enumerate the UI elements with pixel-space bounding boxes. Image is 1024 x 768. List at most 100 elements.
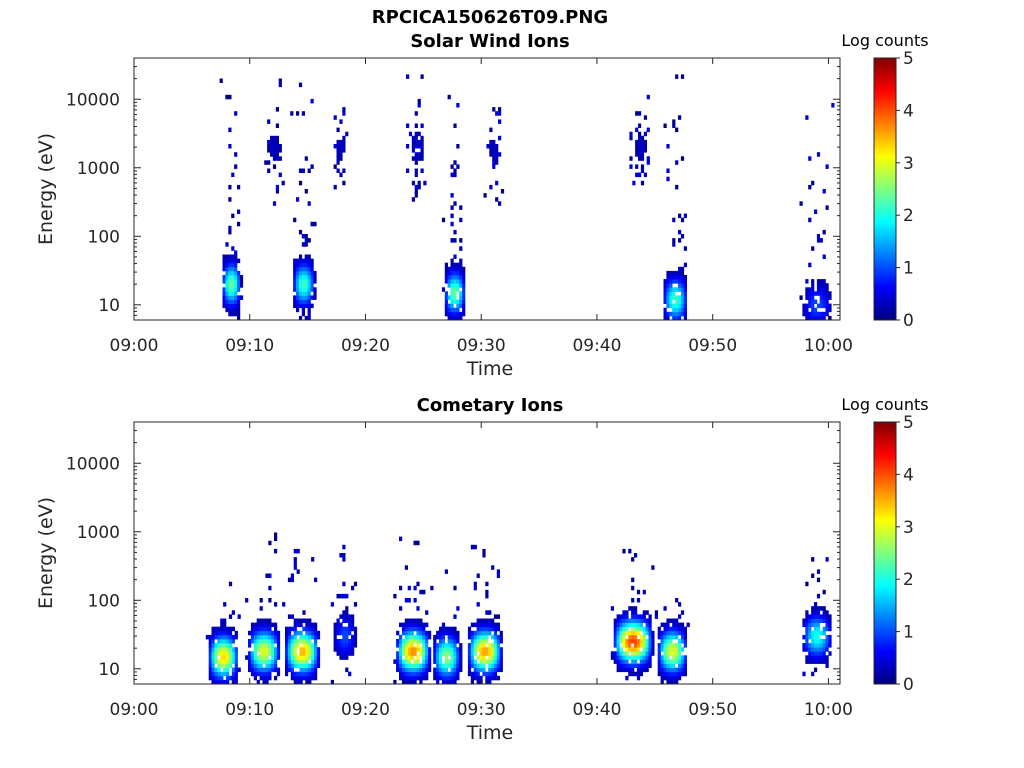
spectrogram-cell bbox=[456, 303, 460, 309]
spectrogram-cell bbox=[401, 667, 406, 673]
spectrogram-cell bbox=[456, 270, 460, 276]
spectrogram-cell bbox=[640, 152, 645, 157]
spectrogram-cell bbox=[234, 250, 238, 255]
spectrogram-cell bbox=[473, 663, 477, 668]
spectrogram-cell bbox=[631, 655, 635, 660]
spectrogram-cell bbox=[214, 675, 218, 681]
spectrogram-cell bbox=[805, 639, 809, 644]
spectrogram-cell bbox=[450, 675, 454, 681]
spectrogram-cell bbox=[498, 201, 502, 206]
spectrogram-cell bbox=[680, 303, 685, 309]
spectrogram-cell bbox=[253, 651, 257, 656]
spectrogram-cell bbox=[672, 675, 676, 681]
spectrogram-cell bbox=[231, 279, 235, 284]
spectrogram-cell bbox=[495, 111, 499, 116]
spectrogram-cell bbox=[467, 667, 472, 673]
spectrogram-cell bbox=[639, 671, 643, 677]
spectrogram-cell bbox=[631, 606, 635, 611]
spectrogram-cell bbox=[802, 671, 806, 677]
spectrogram-cell bbox=[816, 315, 821, 320]
cometary-panel: 09:00 09:10 09:20 09:30 09:40 09:50 10:00 1010… bbox=[35, 413, 914, 744]
spectrogram-cell bbox=[267, 119, 271, 124]
spectrogram-cell bbox=[491, 618, 495, 623]
spectrogram-cell bbox=[420, 168, 424, 173]
y-tick-label: 1000 bbox=[77, 159, 120, 179]
spectrogram-cell bbox=[433, 643, 437, 648]
spectrogram-cell bbox=[441, 643, 446, 648]
spectrogram-cell bbox=[265, 630, 269, 636]
spectrogram-cell bbox=[616, 630, 620, 636]
spectrogram-cell bbox=[660, 667, 664, 673]
spectrogram-cell bbox=[822, 643, 826, 648]
spectrogram-cell bbox=[683, 287, 687, 292]
spectrogram-cell bbox=[456, 299, 460, 304]
spectrogram-cell bbox=[287, 643, 292, 648]
spectrogram-cell bbox=[225, 299, 229, 304]
spectrogram-cell bbox=[290, 111, 294, 116]
x-tick-label: 09:50 bbox=[688, 336, 737, 356]
spectrogram-cell bbox=[669, 651, 673, 656]
spectrogram-cell bbox=[825, 622, 829, 628]
spectrogram-cell bbox=[302, 671, 306, 677]
spectrogram-cell bbox=[231, 275, 235, 280]
spectrogram-cell bbox=[256, 647, 260, 652]
spectrogram-cell bbox=[211, 655, 215, 660]
spectrogram-cell bbox=[305, 626, 309, 632]
spectrogram-cell bbox=[293, 303, 297, 309]
spectrogram-cell bbox=[296, 630, 300, 636]
spectrogram-cell bbox=[657, 663, 661, 668]
spectrogram-cell bbox=[447, 295, 451, 300]
spectrogram-cell bbox=[675, 184, 679, 190]
spectrogram-cell bbox=[678, 663, 682, 668]
spectrogram-cell bbox=[666, 270, 670, 276]
spectrogram-cell bbox=[805, 618, 809, 623]
spectrogram-cell bbox=[482, 626, 486, 632]
spectrogram-cell bbox=[678, 213, 682, 219]
spectrogram-cell bbox=[814, 659, 818, 664]
spectrogram-cell bbox=[265, 618, 269, 623]
spectrogram-cell bbox=[256, 639, 260, 644]
spectrogram-cell bbox=[496, 663, 500, 668]
spectrogram-cell bbox=[399, 651, 403, 656]
spectrogram-cell bbox=[799, 201, 803, 206]
spectrogram-cell bbox=[401, 647, 406, 652]
spectrogram-cell bbox=[290, 639, 294, 644]
spectrogram-cell bbox=[453, 311, 457, 317]
spectrogram-cell bbox=[488, 671, 492, 677]
spectrogram-cell bbox=[636, 622, 641, 628]
spectrogram-cell bbox=[634, 610, 638, 615]
spectrogram-cell bbox=[456, 647, 460, 652]
spectrogram-cell bbox=[482, 622, 486, 628]
spectrogram-cell bbox=[805, 279, 809, 284]
spectrogram-cell bbox=[208, 671, 212, 677]
spectrogram-cell bbox=[253, 655, 257, 660]
spectrogram-cell bbox=[808, 184, 812, 190]
spectrogram-cell bbox=[296, 671, 300, 677]
spectrogram-cell bbox=[256, 663, 260, 668]
spectrogram-cell bbox=[314, 626, 318, 632]
spectrogram-cell bbox=[250, 651, 255, 656]
spectrogram-cell bbox=[214, 647, 218, 652]
spectrogram-cell bbox=[401, 626, 406, 632]
spectrogram-cell bbox=[439, 663, 443, 668]
spectrogram-cell bbox=[304, 287, 308, 292]
spectrogram-cell bbox=[223, 639, 227, 644]
spectrogram-cell bbox=[250, 639, 255, 644]
spectrogram-cell bbox=[814, 610, 818, 615]
spectrogram-cell bbox=[657, 659, 661, 664]
spectrogram-cell bbox=[672, 634, 676, 640]
spectrogram-cell bbox=[293, 675, 297, 681]
spectrogram-cell bbox=[301, 242, 305, 247]
spectrogram-cell bbox=[816, 287, 821, 292]
spectrogram-cell bbox=[410, 667, 414, 673]
spectrogram-cell bbox=[459, 279, 463, 284]
spectrogram-cell bbox=[237, 209, 241, 214]
spectrogram-cell bbox=[234, 270, 238, 276]
spectrogram-cell bbox=[342, 148, 346, 153]
spectrogram-cell bbox=[287, 614, 292, 619]
spectrogram-cell bbox=[404, 671, 408, 677]
spectrogram-cell bbox=[237, 221, 241, 227]
spectrogram-cell bbox=[808, 156, 812, 161]
spectrogram-cell bbox=[399, 671, 403, 677]
spectrogram-cell bbox=[825, 311, 829, 317]
